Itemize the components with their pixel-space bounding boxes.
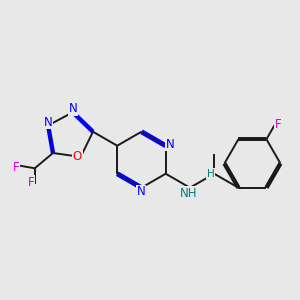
Text: H: H	[207, 169, 215, 179]
Text: O: O	[73, 150, 82, 164]
Text: N: N	[166, 138, 174, 151]
Text: NH: NH	[180, 187, 197, 200]
Text: F: F	[28, 176, 35, 189]
Text: F: F	[13, 160, 20, 173]
Text: N: N	[137, 185, 146, 198]
Text: N: N	[68, 102, 77, 116]
Text: F: F	[275, 118, 281, 131]
Text: N: N	[44, 116, 52, 129]
